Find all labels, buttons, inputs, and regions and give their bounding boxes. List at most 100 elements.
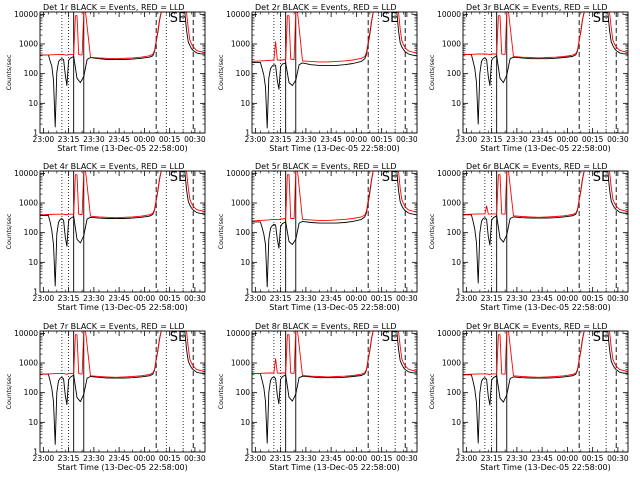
x-tick-label: 23:30 <box>83 135 105 144</box>
y-tick-label: 10 <box>240 258 250 267</box>
y-tick-label: 1 <box>456 288 461 297</box>
panel-title: Det 9r BLACK = Events, RED = LLD <box>466 322 608 331</box>
x-tick-label: 23:45 <box>531 454 553 463</box>
x-tick-label: 23:45 <box>108 454 130 463</box>
series-line-lld <box>40 331 205 378</box>
x-tick-label: 00:15 <box>371 135 393 144</box>
eclipse-label: E <box>601 330 609 345</box>
marker-lines <box>273 12 406 133</box>
panel-title: Det 7r BLACK = Events, RED = LLD <box>43 322 185 331</box>
eclipse-label: E <box>390 330 398 345</box>
eclipse-label: E <box>390 170 398 185</box>
y-tick-label: 100 <box>24 228 39 237</box>
x-tick-label: 23:45 <box>531 294 553 303</box>
saa-label: S <box>382 330 390 345</box>
y-axis-label: Counts/sec <box>428 213 436 249</box>
x-tick-label: 23:00 <box>33 294 55 303</box>
x-axis-label: Start Time (13-Dec-05 22:58:00) <box>57 303 188 312</box>
x-tick-label: 23:45 <box>108 135 130 144</box>
series-line-events <box>252 12 417 129</box>
plot-frame <box>462 330 629 453</box>
eclipse-label: E <box>178 170 186 185</box>
marker-lines <box>484 171 617 292</box>
x-tick-label: 23:00 <box>245 294 267 303</box>
x-tick-label: 00:30 <box>607 294 629 303</box>
series-line-lld <box>252 331 417 378</box>
y-tick-label: 10 <box>240 99 250 108</box>
x-tick-label: 00:00 <box>346 454 368 463</box>
x-tick-label: 00:30 <box>184 294 206 303</box>
y-tick-label: 100 <box>24 69 39 78</box>
x-tick-label: 00:30 <box>184 135 206 144</box>
saa-label: S <box>170 330 178 345</box>
y-tick-label: 1000 <box>231 199 250 208</box>
series-line-events <box>252 331 417 444</box>
x-tick-label: 23:15 <box>58 294 80 303</box>
x-tick-label: 23:30 <box>83 294 105 303</box>
series-line-events <box>463 12 628 125</box>
y-tick-label: 10 <box>28 99 38 108</box>
eclipse-label: E <box>178 330 186 345</box>
x-tick-label: 23:15 <box>270 454 292 463</box>
x-tick-label: 23:00 <box>245 135 267 144</box>
y-tick-label: 1 <box>245 288 250 297</box>
y-tick-label: 100 <box>236 69 251 78</box>
x-tick-label: 00:00 <box>134 294 156 303</box>
eclipse-label: E <box>601 170 609 185</box>
panel-title: Det 1r BLACK = Events, RED = LLD <box>43 3 185 12</box>
y-axis-label: Counts/sec <box>428 373 436 409</box>
x-tick-label: 00:15 <box>371 294 393 303</box>
marker-lines <box>61 12 194 133</box>
series-line-events <box>40 171 205 287</box>
x-tick-label: 23:30 <box>295 135 317 144</box>
panel-title: Det 2r BLACK = Events, RED = LLD <box>255 3 397 12</box>
saa-label: S <box>170 170 178 185</box>
x-tick-label: 23:00 <box>456 454 478 463</box>
plot-frame <box>251 330 418 453</box>
x-tick-label: 23:15 <box>481 294 503 303</box>
saa-label: S <box>593 330 601 345</box>
series-line-lld <box>463 171 628 218</box>
series-line-events <box>463 171 628 284</box>
y-tick-label: 10000 <box>14 329 38 338</box>
plot-frame <box>39 330 206 453</box>
x-tick-label: 23:00 <box>456 135 478 144</box>
y-tick-label: 1 <box>456 448 461 457</box>
marker-lines <box>61 171 194 292</box>
y-tick-label: 10000 <box>226 10 250 19</box>
x-tick-label: 23:30 <box>506 294 528 303</box>
series-group <box>40 331 205 445</box>
x-tick-label: 23:30 <box>506 135 528 144</box>
y-tick-label: 10000 <box>14 10 38 19</box>
x-tick-label: 00:15 <box>159 294 181 303</box>
x-tick-label: 00:15 <box>582 294 604 303</box>
y-axis-label: Counts/sec <box>428 54 436 90</box>
x-axis-label: Start Time (13-Dec-05 22:58:00) <box>269 144 400 153</box>
x-tick-label: 00:30 <box>607 454 629 463</box>
series-line-lld <box>252 12 417 63</box>
series-group <box>463 12 628 125</box>
x-tick-label: 00:00 <box>134 135 156 144</box>
y-axis-label: Counts/sec <box>217 373 225 409</box>
y-tick-label: 100 <box>24 388 39 397</box>
x-tick-label: 23:30 <box>295 454 317 463</box>
plot-frame <box>39 170 206 293</box>
x-tick-label: 23:45 <box>320 454 342 463</box>
x-axis-label: Start Time (13-Dec-05 22:58:00) <box>57 463 188 472</box>
panel-title: Det 3r BLACK = Events, RED = LLD <box>466 3 608 12</box>
x-axis-label: Start Time (13-Dec-05 22:58:00) <box>480 463 611 472</box>
x-tick-label: 00:30 <box>396 294 418 303</box>
y-tick-label: 10 <box>28 418 38 427</box>
y-tick-label: 100 <box>236 388 251 397</box>
x-tick-label: 23:45 <box>531 135 553 144</box>
x-tick-label: 00:00 <box>557 454 579 463</box>
x-tick-label: 23:15 <box>270 294 292 303</box>
